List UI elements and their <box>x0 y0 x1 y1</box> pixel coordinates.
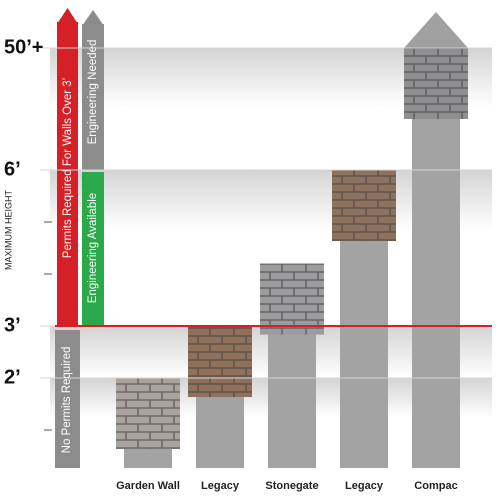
engineering-needed-zone <box>82 24 104 170</box>
overflow-arrow <box>404 12 468 48</box>
y-tick-label: 6’ <box>4 158 21 180</box>
stone-texture <box>404 48 468 119</box>
x-tick-label: Stonegate <box>265 480 318 492</box>
permits-text: Permits Required For Walls Over 3’ <box>62 78 74 258</box>
stone-texture <box>188 326 252 397</box>
no-permits-text: No Permits Required <box>61 347 73 454</box>
engineering-available-zone <box>82 172 104 326</box>
x-tick-label: Legacy <box>345 480 384 492</box>
x-tick-label: Compac <box>414 480 457 492</box>
permits-zone <box>57 22 78 326</box>
x-tick-label: Garden Wall <box>116 480 180 492</box>
engineering-available-text: Engineering Available <box>87 193 99 303</box>
y-axis-label: MAXIMUM HEIGHT <box>3 189 13 270</box>
bars: Garden Wall Legacy Stonegate Legacy Compac <box>116 12 468 492</box>
no-permits-zone <box>55 330 80 468</box>
permits-arrow <box>57 8 78 24</box>
y-tick-label: 2’ <box>4 366 21 388</box>
y-tick-label: 3’ <box>4 314 21 336</box>
engineering-needed-text: Engineering Needed <box>87 40 99 145</box>
stone-texture <box>260 263 324 335</box>
x-tick-label: Legacy <box>201 480 240 492</box>
ticks: 2’ 3’ 6’ 50’+ <box>4 36 492 431</box>
stone-texture <box>116 378 180 449</box>
stone-texture <box>332 170 396 241</box>
engineering-arrow <box>82 10 104 26</box>
y-tick-label: 50’+ <box>4 36 43 58</box>
